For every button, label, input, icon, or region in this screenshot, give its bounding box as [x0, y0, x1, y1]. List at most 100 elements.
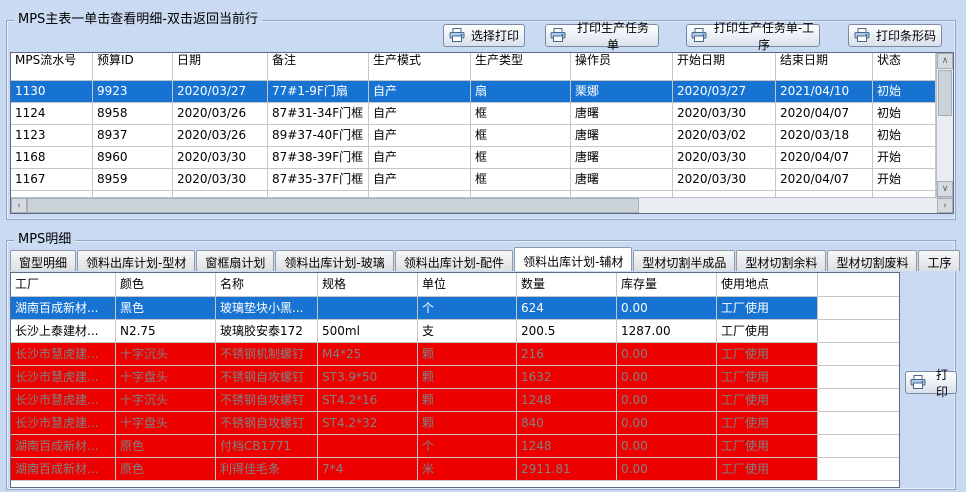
- detail-tab-9[interactable]: 工序: [918, 250, 961, 271]
- cell: ST3.9*50: [318, 366, 418, 389]
- table-row[interactable]: 湖南百成新材... 原色 付档CB1771 个 1248 0.00 工厂使用: [11, 435, 899, 458]
- row-filler: [818, 389, 899, 412]
- scroll-left-button[interactable]: ‹: [11, 198, 27, 213]
- cell: 不锈钢自攻螺钉: [216, 366, 318, 389]
- cell: 初始: [873, 81, 936, 103]
- table-row[interactable]: 长沙市慧虎建... 十字盘头 不锈钢自攻螺钉 ST3.9*50 颗 1632 0.00 工厂使…: [11, 366, 899, 389]
- button-label: 选择打印: [470, 29, 519, 43]
- cell: 1168: [11, 147, 93, 169]
- printer-icon: [449, 28, 466, 43]
- cell: 十字盘头: [116, 412, 216, 435]
- h-scrollbar[interactable]: ‹ ›: [11, 197, 953, 213]
- cell: 工厂使用: [717, 458, 818, 481]
- cell: 颗: [418, 389, 517, 412]
- cell: 开始: [873, 147, 936, 169]
- detail-tab-2[interactable]: 窗框扇计划: [196, 250, 275, 271]
- print-barcode-button[interactable]: 打印条形码: [848, 24, 942, 47]
- cell: 长沙上泰建材...: [11, 320, 116, 343]
- mps-master-title: MPS主表一单击查看明细-双击返回当前行: [14, 8, 262, 27]
- column-header: 使用地点: [717, 273, 818, 297]
- table-row[interactable]: 长沙市慧虎建... 十字沉头 不锈钢自攻螺钉 ST4.2*16 颗 1248 0.00 工厂使…: [11, 389, 899, 412]
- h-scroll-thumb[interactable]: [27, 198, 639, 213]
- table-row[interactable]: 长沙上泰建材... N2.75 玻璃胶安泰172 500ml 支 200.5 1287.00…: [11, 320, 899, 343]
- row-filler: [818, 458, 899, 481]
- cell: 唐曙: [571, 103, 673, 125]
- scroll-down-button[interactable]: ∨: [937, 181, 953, 197]
- print-production-order-button[interactable]: 打印生产任务单: [545, 21, 659, 52]
- cell: 扇: [471, 81, 571, 103]
- printer-icon: [854, 28, 871, 43]
- cell: M4*25: [318, 343, 418, 366]
- printer-icon: [691, 28, 708, 43]
- cell: 1287.00: [617, 320, 717, 343]
- select-print-button[interactable]: 选择打印: [443, 24, 525, 47]
- cell: 2020/03/30: [173, 147, 268, 169]
- cell: 0.00: [617, 389, 717, 412]
- column-header: 开始日期: [673, 53, 776, 81]
- cell: 0.00: [617, 458, 717, 481]
- cell: 77#1-9F门扇: [268, 81, 369, 103]
- cell: 工厂使用: [717, 435, 818, 458]
- cell: 1123: [11, 125, 93, 147]
- cell: [571, 191, 673, 197]
- cell: 9923: [93, 81, 173, 103]
- row-filler: [818, 343, 899, 366]
- column-header: 数量: [517, 273, 617, 297]
- cell: 初始: [873, 125, 936, 147]
- cell: 湖南百成新材...: [11, 435, 116, 458]
- cell: 2020/03/27: [673, 81, 776, 103]
- cell: 长沙市慧虎建...: [11, 389, 116, 412]
- detail-tab-7[interactable]: 型材切割余料: [736, 250, 827, 271]
- cell: 原色: [116, 435, 216, 458]
- cell: 1632: [517, 366, 617, 389]
- cell: 个: [418, 435, 517, 458]
- detail-tab-6[interactable]: 型材切割半成品: [633, 250, 736, 271]
- cell: 支: [418, 320, 517, 343]
- table-row[interactable]: 长沙市慧虎建... 十字盘头 不锈钢自攻螺钉 ST4.2*32 颗 840 0.00 工厂使用: [11, 412, 899, 435]
- table-row[interactable]: 湖南百成新材... 黑色 玻璃垫块小黑... 个 624 0.00 工厂使用: [11, 297, 899, 320]
- table-row[interactable]: 1130 9923 2020/03/27 77#1-9F门扇 自产扇栗娜 2020/03/…: [11, 81, 937, 103]
- scroll-up-button[interactable]: ∧: [937, 53, 953, 69]
- cell: 湖南百成新材...: [11, 458, 116, 481]
- table-row[interactable]: 1168 8960 2020/03/30 87#38-39F门框 自产框唐曙 2020/0…: [11, 147, 937, 169]
- row-filler: [818, 297, 899, 320]
- cell: 长沙市慧虎建...: [11, 343, 116, 366]
- column-header: 备注: [268, 53, 369, 81]
- cell: 颗: [418, 343, 517, 366]
- detail-tab-0[interactable]: 窗型明细: [10, 250, 77, 271]
- detail-tab-5[interactable]: 领料出库计划-辅材: [514, 247, 633, 271]
- cell: 1124: [11, 103, 93, 125]
- row-filler: [818, 366, 899, 389]
- detail-tab-4[interactable]: 领料出库计划-配件: [394, 250, 514, 271]
- v-scroll-thumb[interactable]: [938, 70, 952, 116]
- table-row[interactable]: 1123 8937 2020/03/26 89#37-40F门框 自产框唐曙 2020/0…: [11, 125, 937, 147]
- cell: 2020/03/26: [173, 103, 268, 125]
- cell: [873, 191, 936, 197]
- mps-detail-title: MPS明细: [14, 228, 76, 247]
- cell: [776, 191, 873, 197]
- cell: 利得佳毛条: [216, 458, 318, 481]
- cell: 87#35-37F门框: [268, 169, 369, 191]
- h-scroll-track[interactable]: [639, 198, 937, 213]
- cell: 500ml: [318, 320, 418, 343]
- cell: 十字沉头: [116, 343, 216, 366]
- print-production-order-process-button[interactable]: 打印生产任务单-工序: [686, 21, 820, 52]
- scroll-right-button[interactable]: ›: [937, 198, 953, 213]
- cell: [173, 191, 268, 197]
- detail-tab-8[interactable]: 型材切割废料: [827, 250, 918, 271]
- cell: 2020/04/07: [776, 147, 873, 169]
- table-row[interactable]: 1167 8959 2020/03/30 87#35-37F门框 自产框唐曙 2020/0…: [11, 169, 937, 191]
- detail-tab-3[interactable]: 领料出库计划-玻璃: [275, 250, 394, 271]
- cell: 唐曙: [571, 169, 673, 191]
- table-row[interactable]: 长沙市慧虎建... 十字沉头 不锈钢机制螺钉 M4*25 颗 216 0.00 工厂使用: [11, 343, 899, 366]
- table-row[interactable]: 湖南百成新材... 原色 利得佳毛条 7*4 米 2911.81 0.00 工厂使用: [11, 458, 899, 481]
- detail-print-button[interactable]: 打印: [905, 368, 957, 399]
- cell: [268, 191, 369, 197]
- cell: 0.00: [617, 412, 717, 435]
- detail-tab-1[interactable]: 领料出库计划-型材: [77, 250, 196, 271]
- table-row[interactable]: 1124 8958 2020/03/26 87#31-34F门框 自产框唐曙 2020/0…: [11, 103, 937, 125]
- cell: 框: [471, 147, 571, 169]
- printer-icon: [910, 375, 927, 390]
- v-scrollbar[interactable]: ∧ ∨: [936, 53, 953, 197]
- button-label: 打印生产任务单: [576, 20, 649, 52]
